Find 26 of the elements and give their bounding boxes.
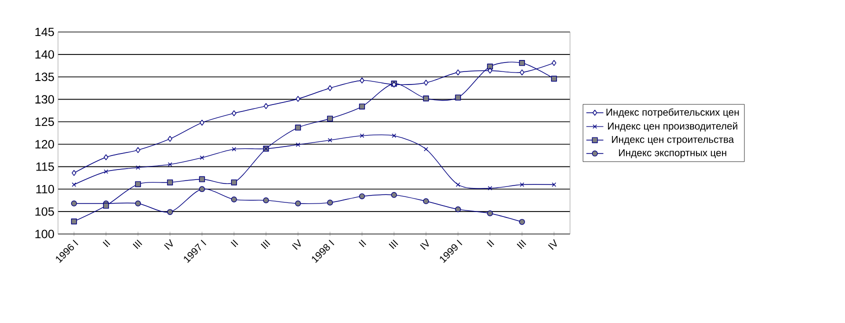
- x-tick-label: IV: [292, 239, 301, 250]
- y-tick-label: 140: [35, 50, 54, 59]
- y-tick-label: 145: [35, 28, 54, 36]
- x-tick-label: II: [102, 240, 110, 248]
- y-tick-label: 125: [35, 118, 54, 126]
- x-tick-label: IV: [548, 239, 557, 250]
- x-tick-label: IV: [420, 239, 429, 250]
- legend-label: Индекс экспортных цен: [619, 149, 726, 158]
- x-tick-label: II: [486, 240, 494, 248]
- y-tick-label: 130: [35, 95, 54, 104]
- x-tick-label: III: [516, 240, 526, 250]
- x-tick-label: II: [230, 240, 238, 248]
- legend-label: Индекс потребительских цен: [606, 108, 739, 118]
- legend-label: Индекс цен производителей: [608, 122, 738, 132]
- legend-label: Индекс цен строительства: [612, 136, 734, 145]
- x-tick-label: II: [358, 240, 366, 248]
- x-tick-label: III: [132, 240, 142, 250]
- y-tick-label: 115: [36, 162, 54, 171]
- y-tick-label: 120: [35, 140, 54, 148]
- y-tick-label: 110: [36, 184, 54, 194]
- x-tick-label: IV: [164, 239, 173, 250]
- y-tick-label: 135: [35, 72, 54, 82]
- y-tick-label: 100: [35, 230, 54, 238]
- y-tick-label: 105: [35, 207, 54, 216]
- x-tick-label: III: [388, 240, 398, 250]
- x-tick-label: III: [260, 240, 270, 250]
